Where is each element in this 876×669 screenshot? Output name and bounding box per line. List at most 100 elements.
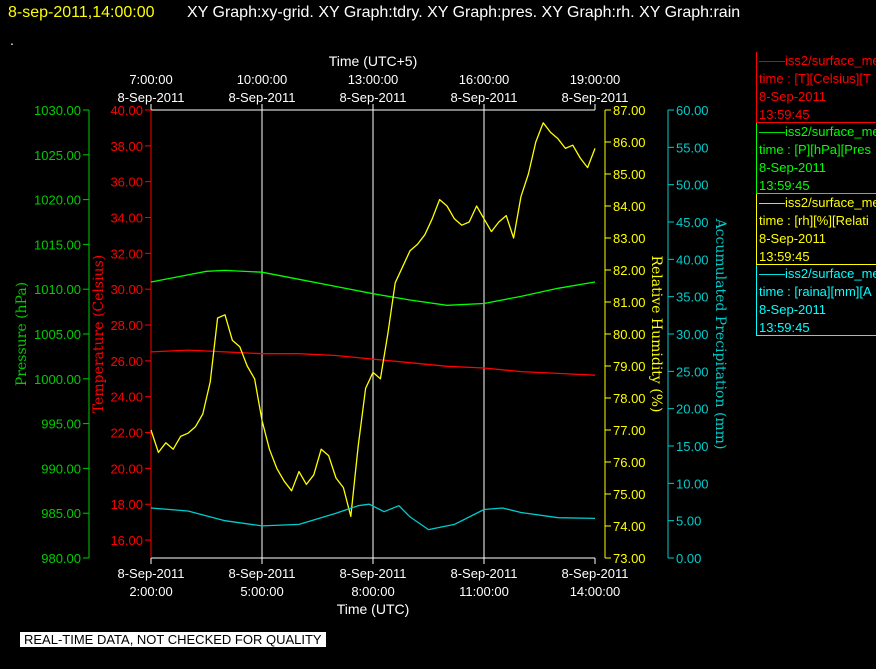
series-line-temp: [150, 349, 596, 376]
series-line-rain: [150, 503, 596, 531]
legend: ——iss2/surface_me time : [T][Celsius][T …: [756, 52, 876, 336]
y-tick-label-rh: 82.00: [613, 263, 646, 278]
y-tick-label-temp: 40.00: [110, 103, 143, 118]
legend-entry-temperature: ——iss2/surface_me time : [T][Celsius][T …: [756, 52, 876, 123]
y-tick-label-rh: 76.00: [613, 455, 646, 470]
y-tick-label-rh: 85.00: [613, 167, 646, 182]
y-tick-label-rh: 77.00: [613, 423, 646, 438]
y-tick-label-temp: 28.00: [110, 318, 143, 333]
legend-series-name: ——iss2/surface_me: [759, 53, 876, 68]
quality-disclaimer: REAL-TIME DATA, NOT CHECKED FOR QUALITY: [20, 632, 326, 647]
series-line-rh: [150, 122, 596, 518]
y-tick-label-rain: 30.00: [676, 327, 709, 342]
series-line-pres: [150, 269, 596, 306]
x-tick-time: 2:00:00: [129, 584, 172, 599]
y-tick-label-pres: 1005.00: [34, 327, 81, 342]
x-tick-date: 8-Sep-2011: [340, 566, 407, 581]
y-tick-label-pres: 1010.00: [34, 282, 81, 297]
legend-series-date: 8-Sep-2011: [759, 231, 826, 246]
legend-series-name: ——iss2/surface_me: [759, 124, 876, 139]
y-tick-label-temp: 24.00: [110, 390, 143, 405]
x-tick-date: 8-Sep-2011: [118, 566, 185, 581]
x-top-tick-time: 19:00:00: [570, 72, 621, 87]
x-top-tick-date: 8-Sep-2011: [118, 90, 185, 105]
y-tick-label-temp: 36.00: [110, 175, 143, 190]
y-axis-title-temp: Temperature (Celsius): [91, 255, 107, 413]
y-tick-label-temp: 18.00: [110, 497, 143, 512]
y-tick-label-rh: 81.00: [613, 295, 646, 310]
y-tick-label-temp: 34.00: [110, 211, 143, 226]
y-tick-label-rain: 45.00: [676, 215, 709, 230]
y-tick-label-temp: 30.00: [110, 282, 143, 297]
x-top-tick-time: 7:00:00: [129, 72, 172, 87]
legend-series-time: 13:59:45: [759, 178, 810, 193]
y-tick-label-pres: 1030.00: [34, 103, 81, 118]
y-tick-label-rh: 86.00: [613, 135, 646, 150]
y-tick-label-rain: 15.00: [676, 439, 709, 454]
legend-entry-precipitation: ——iss2/surface_me time : [raina][mm][A 8…: [756, 265, 876, 336]
y-tick-label-temp: 20.00: [110, 461, 143, 476]
legend-series-field: time : [T][Celsius][T: [759, 71, 871, 86]
x-tick-time: 5:00:00: [240, 584, 283, 599]
y-tick-label-rain: 50.00: [676, 178, 709, 193]
x-axis-title: Time (UTC): [337, 601, 410, 617]
y-axis-title-rh: Relative Humidity (%): [648, 255, 664, 412]
x-top-axis-title: Time (UTC+5): [329, 53, 418, 69]
y-tick-label-rh: 83.00: [613, 231, 646, 246]
legend-series-time: 13:59:45: [759, 320, 810, 335]
y-tick-label-rain: 10.00: [676, 476, 709, 491]
y-tick-label-rh: 73.00: [613, 551, 646, 566]
x-top-tick-time: 13:00:00: [348, 72, 399, 87]
legend-series-date: 8-Sep-2011: [759, 160, 826, 175]
x-top-tick-time: 16:00:00: [459, 72, 510, 87]
header-graph-list: XY Graph:xy-grid. XY Graph:tdry. XY Grap…: [187, 4, 741, 21]
legend-series-date: 8-Sep-2011: [759, 89, 826, 104]
legend-series-date: 8-Sep-2011: [759, 302, 826, 317]
x-tick-date: 8-Sep-2011: [229, 566, 296, 581]
x-top-tick-date: 8-Sep-2011: [229, 90, 296, 105]
legend-entry-humidity: ——iss2/surface_me time : [rh][%][Relati …: [756, 194, 876, 265]
y-tick-label-rain: 5.00: [676, 514, 701, 529]
y-tick-label-rh: 79.00: [613, 359, 646, 374]
y-tick-label-rh: 80.00: [613, 327, 646, 342]
y-tick-label-rain: 60.00: [676, 103, 709, 118]
legend-series-name: ——iss2/surface_me: [759, 266, 876, 281]
y-tick-label-pres: 995.00: [41, 417, 81, 432]
y-tick-label-temp: 38.00: [110, 139, 143, 154]
x-top-tick-time: 10:00:00: [237, 72, 288, 87]
y-tick-label-rh: 75.00: [613, 487, 646, 502]
x-tick-date: 8-Sep-2011: [562, 566, 629, 581]
legend-series-field: time : [rh][%][Relati: [759, 213, 869, 228]
legend-entry-pressure: ——iss2/surface_me time : [P][hPa][Pres 8…: [756, 123, 876, 194]
y-tick-label-pres: 980.00: [41, 551, 81, 566]
y-tick-label-rain: 20.00: [676, 402, 709, 417]
y-tick-label-rain: 35.00: [676, 290, 709, 305]
x-tick-date: 8-Sep-2011: [451, 566, 518, 581]
y-tick-label-rh: 87.00: [613, 103, 646, 118]
y-tick-label-rh: 74.00: [613, 519, 646, 534]
x-tick-time: 8:00:00: [351, 584, 394, 599]
y-tick-label-pres: 1025.00: [34, 148, 81, 163]
y-tick-label-rain: 0.00: [676, 551, 701, 566]
y-tick-label-pres: 1015.00: [34, 237, 81, 252]
y-tick-label-rain: 55.00: [676, 140, 709, 155]
y-tick-label-pres: 985.00: [41, 506, 81, 521]
y-tick-label-rh: 84.00: [613, 199, 646, 214]
legend-series-name: ——iss2/surface_me: [759, 195, 876, 210]
y-tick-label-rh: 78.00: [613, 391, 646, 406]
y-tick-label-temp: 16.00: [110, 533, 143, 548]
y-tick-label-rain: 40.00: [676, 252, 709, 267]
header-timestamp: 8-sep-2011,14:00:00: [8, 4, 155, 21]
legend-series-field: time : [raina][mm][A: [759, 284, 872, 299]
x-top-tick-date: 8-Sep-2011: [562, 90, 629, 105]
x-tick-time: 11:00:00: [459, 584, 509, 599]
legend-series-time: 13:59:45: [759, 249, 810, 264]
header-dot: .: [10, 32, 14, 48]
x-tick-time: 14:00:00: [570, 584, 621, 599]
y-axis-title-pres: Pressure (hPa): [14, 282, 30, 386]
legend-series-field: time : [P][hPa][Pres: [759, 142, 871, 157]
y-tick-label-temp: 22.00: [110, 426, 143, 441]
y-tick-label-pres: 1000.00: [34, 372, 81, 387]
x-top-tick-date: 8-Sep-2011: [340, 90, 407, 105]
